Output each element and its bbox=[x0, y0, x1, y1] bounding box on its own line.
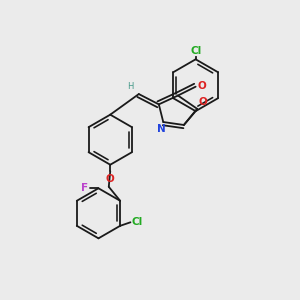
Text: N: N bbox=[158, 124, 166, 134]
Text: O: O bbox=[106, 174, 115, 184]
Text: F: F bbox=[81, 183, 88, 193]
Text: O: O bbox=[198, 81, 207, 91]
Text: Cl: Cl bbox=[190, 46, 201, 56]
Text: H: H bbox=[127, 82, 134, 91]
Text: Cl: Cl bbox=[132, 217, 143, 227]
Text: O: O bbox=[199, 97, 207, 107]
